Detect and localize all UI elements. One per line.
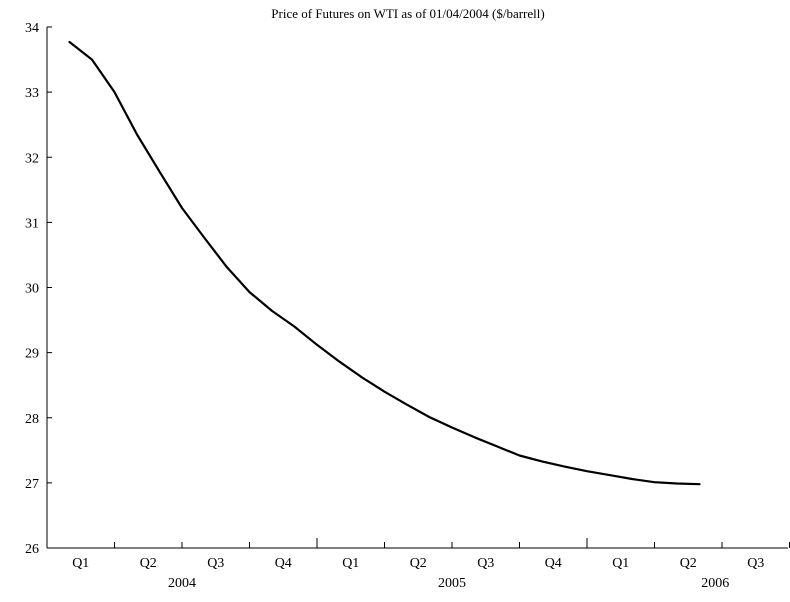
y-tick-label: 26 (25, 542, 39, 557)
x-quarter-label: Q3 (477, 556, 494, 571)
y-ticks: 26 27 28 29 30 31 32 33 34 (25, 21, 52, 557)
x-quarter-label: Q2 (410, 556, 427, 571)
chart-title: Price of Futures on WTI as of 01/04/2004… (271, 6, 544, 21)
x-year-label: 2004 (168, 576, 196, 591)
y-tick-label: 33 (25, 86, 39, 101)
x-ticks: Q1 Q2 Q3 Q4 Q1 Q2 Q3 Q4 Q1 Q2 Q3 2004 2005 2006 (46, 538, 790, 591)
x-quarter-label: Q3 (747, 556, 764, 571)
x-quarter-label: Q1 (72, 556, 89, 571)
y-tick-label: 29 (25, 347, 39, 362)
y-tick-label: 30 (25, 282, 39, 297)
x-quarter-label: Q3 (207, 556, 224, 571)
x-year-label: 2006 (701, 576, 729, 591)
x-quarter-label: Q1 (612, 556, 629, 571)
x-quarter-label: Q2 (140, 556, 157, 571)
y-tick-label: 27 (25, 477, 39, 492)
futures-price-line (68, 40, 701, 486)
x-quarter-label: Q2 (680, 556, 697, 571)
x-quarter-label: Q4 (545, 556, 562, 571)
series-layer (68, 40, 701, 486)
x-quarter-label: Q1 (342, 556, 359, 571)
x-year-label: 2005 (438, 576, 466, 591)
y-tick-label: 34 (25, 21, 39, 36)
y-tick-label: 28 (25, 412, 39, 427)
x-quarter-label: Q4 (275, 556, 292, 571)
y-tick-label: 31 (25, 216, 39, 231)
y-tick-label: 32 (25, 151, 39, 166)
